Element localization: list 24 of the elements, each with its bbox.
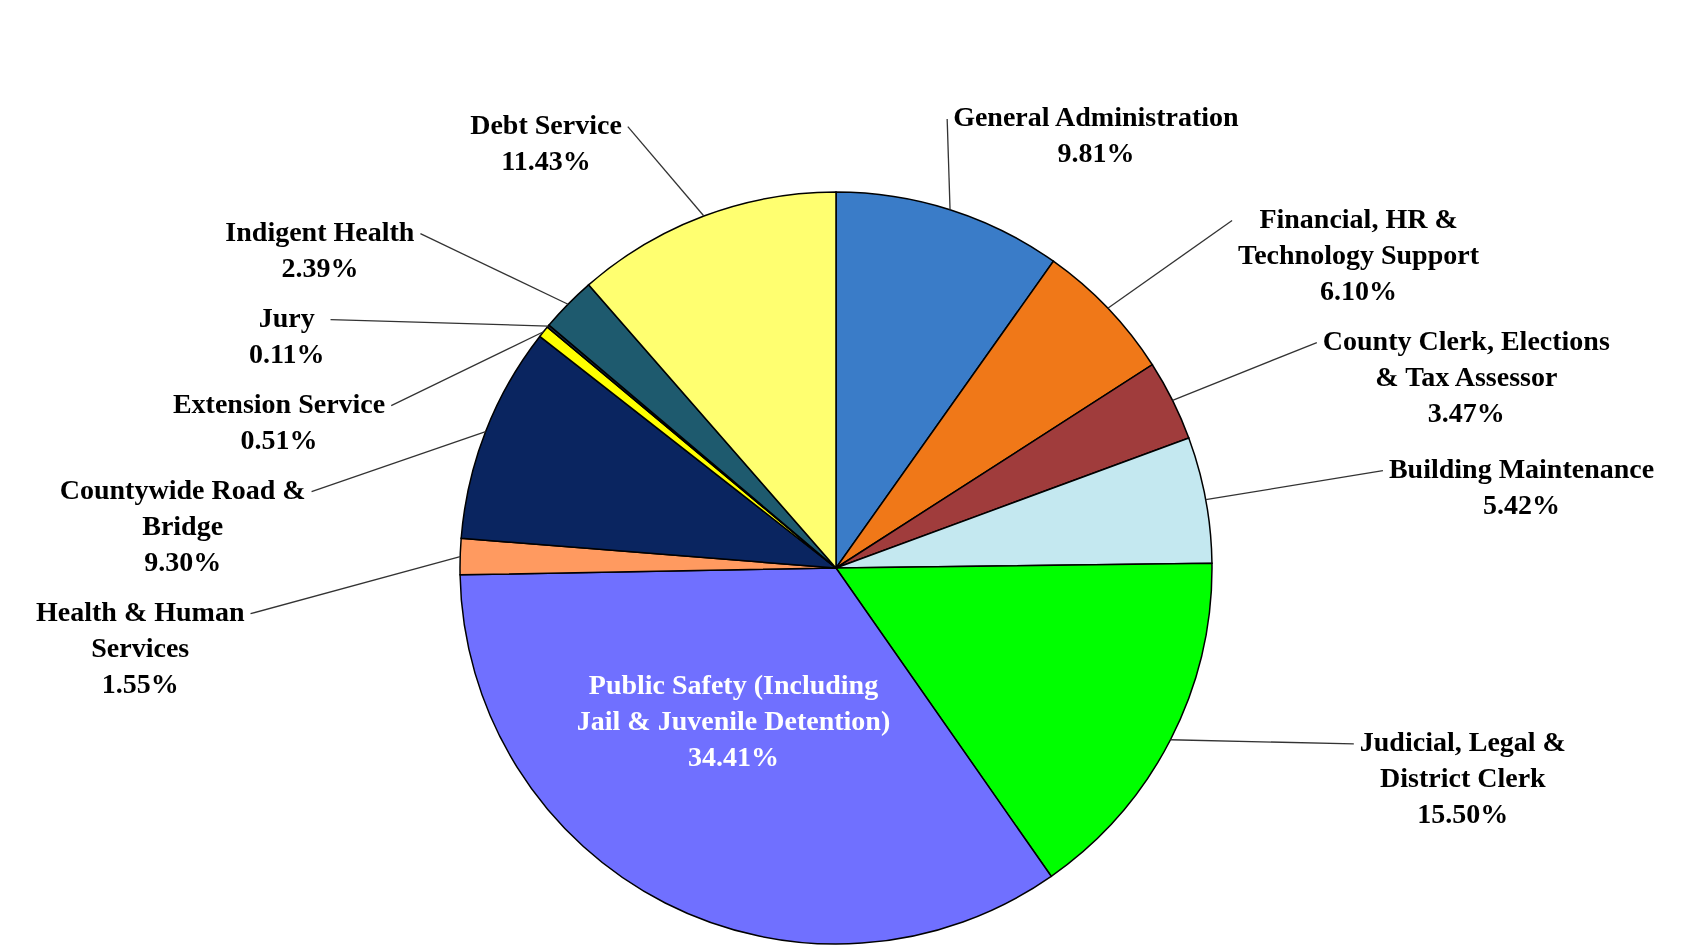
slice-label: General Administration bbox=[953, 101, 1240, 133]
data-label: 15.50% bbox=[1417, 798, 1509, 830]
slice-label: Health & Human Services bbox=[36, 595, 245, 663]
data-label: 2.39% bbox=[281, 251, 359, 283]
slice-label: Indigent Health bbox=[225, 215, 415, 247]
data-label: 34.41% bbox=[688, 740, 780, 772]
slice-label: Building Maintenance bbox=[1388, 452, 1655, 484]
slice-label: Judicial, Legal & District Clerk bbox=[1359, 726, 1566, 794]
slice-label: Financial, HR & Technology Support bbox=[1238, 202, 1480, 270]
data-label: 9.81% bbox=[1057, 137, 1135, 169]
slice-label: Public Safety (Including Jail & Juvenile Detention) bbox=[576, 668, 891, 736]
data-label: 5.42% bbox=[1483, 488, 1561, 520]
slice-label: Jury bbox=[258, 301, 315, 333]
data-label: 3.47% bbox=[1427, 396, 1505, 428]
slice-label: Countywide Road & Bridge bbox=[59, 473, 306, 541]
data-label: 1.55% bbox=[101, 667, 179, 699]
slice-label: County Clerk, Elections & Tax Assessor bbox=[1322, 324, 1610, 392]
data-label: 0.11% bbox=[249, 337, 325, 369]
data-label: 0.51% bbox=[240, 423, 318, 455]
data-label: 11.43% bbox=[501, 144, 591, 176]
slice-label: Extension Service bbox=[172, 387, 386, 419]
data-label: 6.10% bbox=[1320, 274, 1398, 306]
slice-label: Debt Service bbox=[470, 108, 622, 140]
data-label: 9.30% bbox=[144, 545, 222, 577]
